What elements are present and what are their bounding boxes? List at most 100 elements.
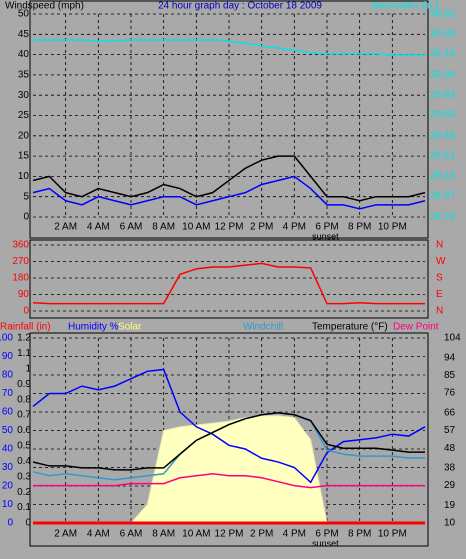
- legend-label: Rainfall (in): [0, 322, 51, 333]
- y2-tick-label: 29: [444, 480, 456, 491]
- y3-tick-label: 0.5: [17, 441, 31, 452]
- y2-tick-label: N: [436, 240, 443, 251]
- x-tick-label: 10 AM: [182, 222, 210, 233]
- y3-tick-label: 1.2: [17, 333, 31, 344]
- y2-tick-label: 48: [444, 443, 456, 454]
- y-tick-label: 10: [18, 171, 30, 182]
- y-tick-label: 20: [18, 130, 30, 141]
- y-tick-label: 0: [23, 306, 29, 317]
- series-line: [32, 155, 426, 202]
- y2-tick-label: 94: [444, 352, 456, 363]
- x-tick-label: 4 AM: [87, 529, 110, 540]
- x-tick-label: 6 PM: [315, 222, 338, 233]
- y-tick-label: 5: [23, 191, 29, 202]
- x-tick-label: 2 PM: [250, 222, 273, 233]
- chart-title: 24 hour graph day : October 18 2009: [158, 1, 322, 12]
- x-tick-label: 12 PM: [215, 222, 244, 233]
- x-tick-label: 2 AM: [54, 529, 77, 540]
- y2-tick-label: 30.52: [430, 9, 455, 20]
- panel: [29, 0, 429, 239]
- panel: [29, 332, 429, 547]
- y2-tick-label: 66: [444, 407, 456, 418]
- y2-tick-label: 29.31: [430, 151, 455, 162]
- legend-label: Windchill: [243, 322, 283, 333]
- y2-tick-label: 104: [444, 333, 461, 344]
- y2-tick-label: 19: [444, 500, 456, 511]
- x-tick-label: 8 AM: [152, 529, 175, 540]
- y3-tick-label: 1.1: [17, 348, 31, 359]
- series-line: [32, 368, 426, 484]
- y-tick-label: 270: [12, 256, 29, 267]
- y2-tick-label: 85: [444, 370, 456, 381]
- y-tick-label: 90: [18, 289, 30, 300]
- y2-tick-label: 30.00: [430, 70, 455, 81]
- annotation: sunset: [312, 231, 339, 241]
- y-tick-label: 80: [2, 370, 14, 381]
- annotation: sunset: [312, 538, 339, 548]
- x-tick-label: 8 PM: [348, 529, 371, 540]
- y-tick-label: 45: [18, 29, 30, 40]
- x-tick-label: 2 AM: [54, 222, 77, 233]
- y3-tick-label: 0.6: [17, 425, 31, 436]
- x-tick-label: 4 AM: [87, 222, 110, 233]
- y3-tick-label: 0.3: [17, 471, 31, 482]
- x-tick-label: 10 PM: [378, 529, 407, 540]
- y3-tick-label: 1: [25, 363, 31, 374]
- series-line: [32, 175, 426, 210]
- series-line: [33, 473, 425, 489]
- x-tick-label: 8 AM: [152, 222, 175, 233]
- legend-label: Barometer (in.): [372, 1, 439, 12]
- y2-tick-label: 76: [444, 388, 456, 399]
- x-tick-label: 6 AM: [120, 529, 143, 540]
- y3-tick-label: 0: [25, 518, 31, 529]
- y2-tick-label: 57: [444, 425, 456, 436]
- x-tick-label: 2 PM: [250, 529, 273, 540]
- x-tick-label: 4 PM: [283, 529, 306, 540]
- legend-label: Temperature (°F): [312, 322, 388, 333]
- y-tick-label: 50: [18, 9, 30, 20]
- y-axis-label: Windspeed (mph): [5, 1, 84, 12]
- y2-tick-label: 30.18: [430, 49, 455, 60]
- y2-tick-label: 29.83: [430, 90, 455, 101]
- y2-tick-label: 28.97: [430, 191, 455, 202]
- x-tick-label: 8 PM: [348, 222, 371, 233]
- y2-tick-label: 30.35: [430, 29, 455, 40]
- y-tick-label: 180: [12, 273, 29, 284]
- y3-tick-label: 0.9: [17, 379, 31, 390]
- y2-tick-label: N: [436, 306, 443, 317]
- y-tick-label: 40: [2, 444, 14, 455]
- y-tick-label: 30: [18, 90, 30, 101]
- y2-tick-label: 29.14: [430, 171, 455, 182]
- y2-tick-label: 28.79: [430, 212, 455, 223]
- y-tick-label: 30: [2, 462, 14, 473]
- y-tick-label: 0: [7, 518, 13, 529]
- legend-label: Dew Point: [393, 322, 439, 333]
- y2-tick-label: E: [436, 289, 443, 300]
- x-tick-label: 12 PM: [215, 529, 244, 540]
- panel: [29, 239, 429, 319]
- y2-tick-label: 29.48: [430, 131, 455, 142]
- y2-tick-label: W: [436, 256, 446, 267]
- y-tick-label: 50: [2, 425, 14, 436]
- y2-tick-label: 10: [444, 518, 456, 529]
- y2-tick-label: 29.66: [430, 110, 455, 121]
- series-line: [32, 412, 425, 471]
- x-tick-label: 6 AM: [120, 222, 143, 233]
- y-tick-label: 20: [2, 481, 14, 492]
- x-tick-label: 6 PM: [315, 529, 338, 540]
- y-tick-label: 25: [18, 110, 30, 121]
- y3-tick-label: 0.2: [17, 487, 31, 498]
- legend-label: Humidity %: [68, 322, 119, 333]
- y-tick-label: 60: [2, 407, 14, 418]
- series-line: [33, 39, 425, 56]
- y-tick-label: 35: [18, 70, 30, 81]
- y2-tick-label: 38: [444, 463, 456, 474]
- y-tick-label: 10: [2, 499, 14, 510]
- y3-tick-label: 0.7: [17, 410, 31, 421]
- y3-tick-label: 0.8: [17, 394, 31, 405]
- y-tick-label: 15: [18, 151, 30, 162]
- y3-tick-label: 0.4: [17, 456, 31, 467]
- x-tick-label: 4 PM: [283, 222, 306, 233]
- x-tick-label: 10 AM: [182, 529, 210, 540]
